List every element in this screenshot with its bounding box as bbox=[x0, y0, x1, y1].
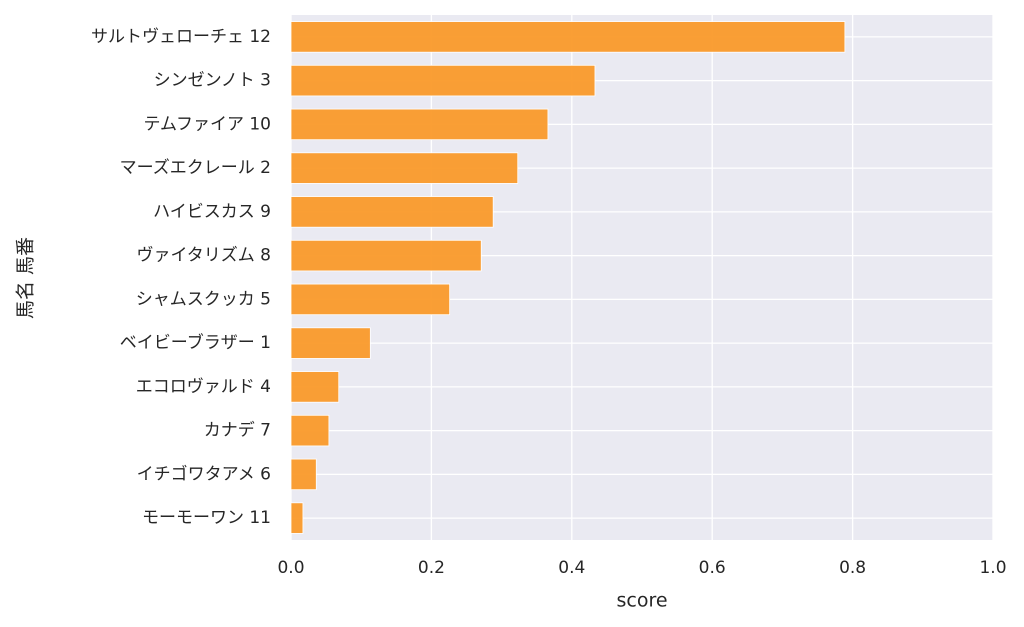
bar bbox=[290, 502, 304, 534]
x-tick-label: 0.6 bbox=[699, 558, 726, 578]
bar bbox=[290, 21, 846, 53]
bar bbox=[290, 64, 596, 97]
bar bbox=[290, 414, 330, 447]
y-tick-label: テムファイア 10 bbox=[143, 114, 271, 134]
y-tick-label: カナデ 7 bbox=[204, 420, 271, 441]
bar bbox=[290, 371, 340, 403]
x-tick-label: 0.2 bbox=[418, 558, 445, 578]
bar bbox=[290, 283, 451, 316]
y-tick-label: エコロヴァルド 4 bbox=[136, 377, 271, 397]
bar bbox=[290, 327, 371, 359]
y-tick-label: モーモーワン 11 bbox=[142, 508, 271, 528]
y-tick-label: イチゴワタアメ 6 bbox=[137, 463, 271, 484]
bar bbox=[290, 152, 519, 184]
bar bbox=[290, 239, 482, 272]
y-tick-label: ベイビーブラザー 1 bbox=[120, 332, 271, 353]
x-axis-label: score bbox=[616, 590, 667, 612]
x-tick-label: 1.0 bbox=[979, 558, 1006, 578]
bar bbox=[290, 458, 317, 491]
x-tick-label: 0.8 bbox=[839, 558, 866, 578]
y-tick-label: サルトヴェローチェ 12 bbox=[91, 27, 271, 47]
bar bbox=[290, 108, 549, 141]
y-tick-label: マーズエクレール 2 bbox=[120, 158, 271, 178]
y-axis-label: 馬名 馬番 bbox=[15, 237, 37, 319]
y-tick-label: シンゼンノト 3 bbox=[154, 71, 271, 91]
x-tick-label: 0.4 bbox=[558, 558, 585, 578]
y-tick-label: ヴァイタリズム 8 bbox=[136, 246, 271, 266]
plot-background bbox=[291, 15, 993, 540]
y-tick-label: ハイビスカス 9 bbox=[153, 202, 271, 222]
y-tick-label: シャムスクッカ 5 bbox=[136, 289, 271, 309]
x-tick-label: 0.0 bbox=[277, 558, 304, 578]
bar bbox=[290, 196, 494, 228]
